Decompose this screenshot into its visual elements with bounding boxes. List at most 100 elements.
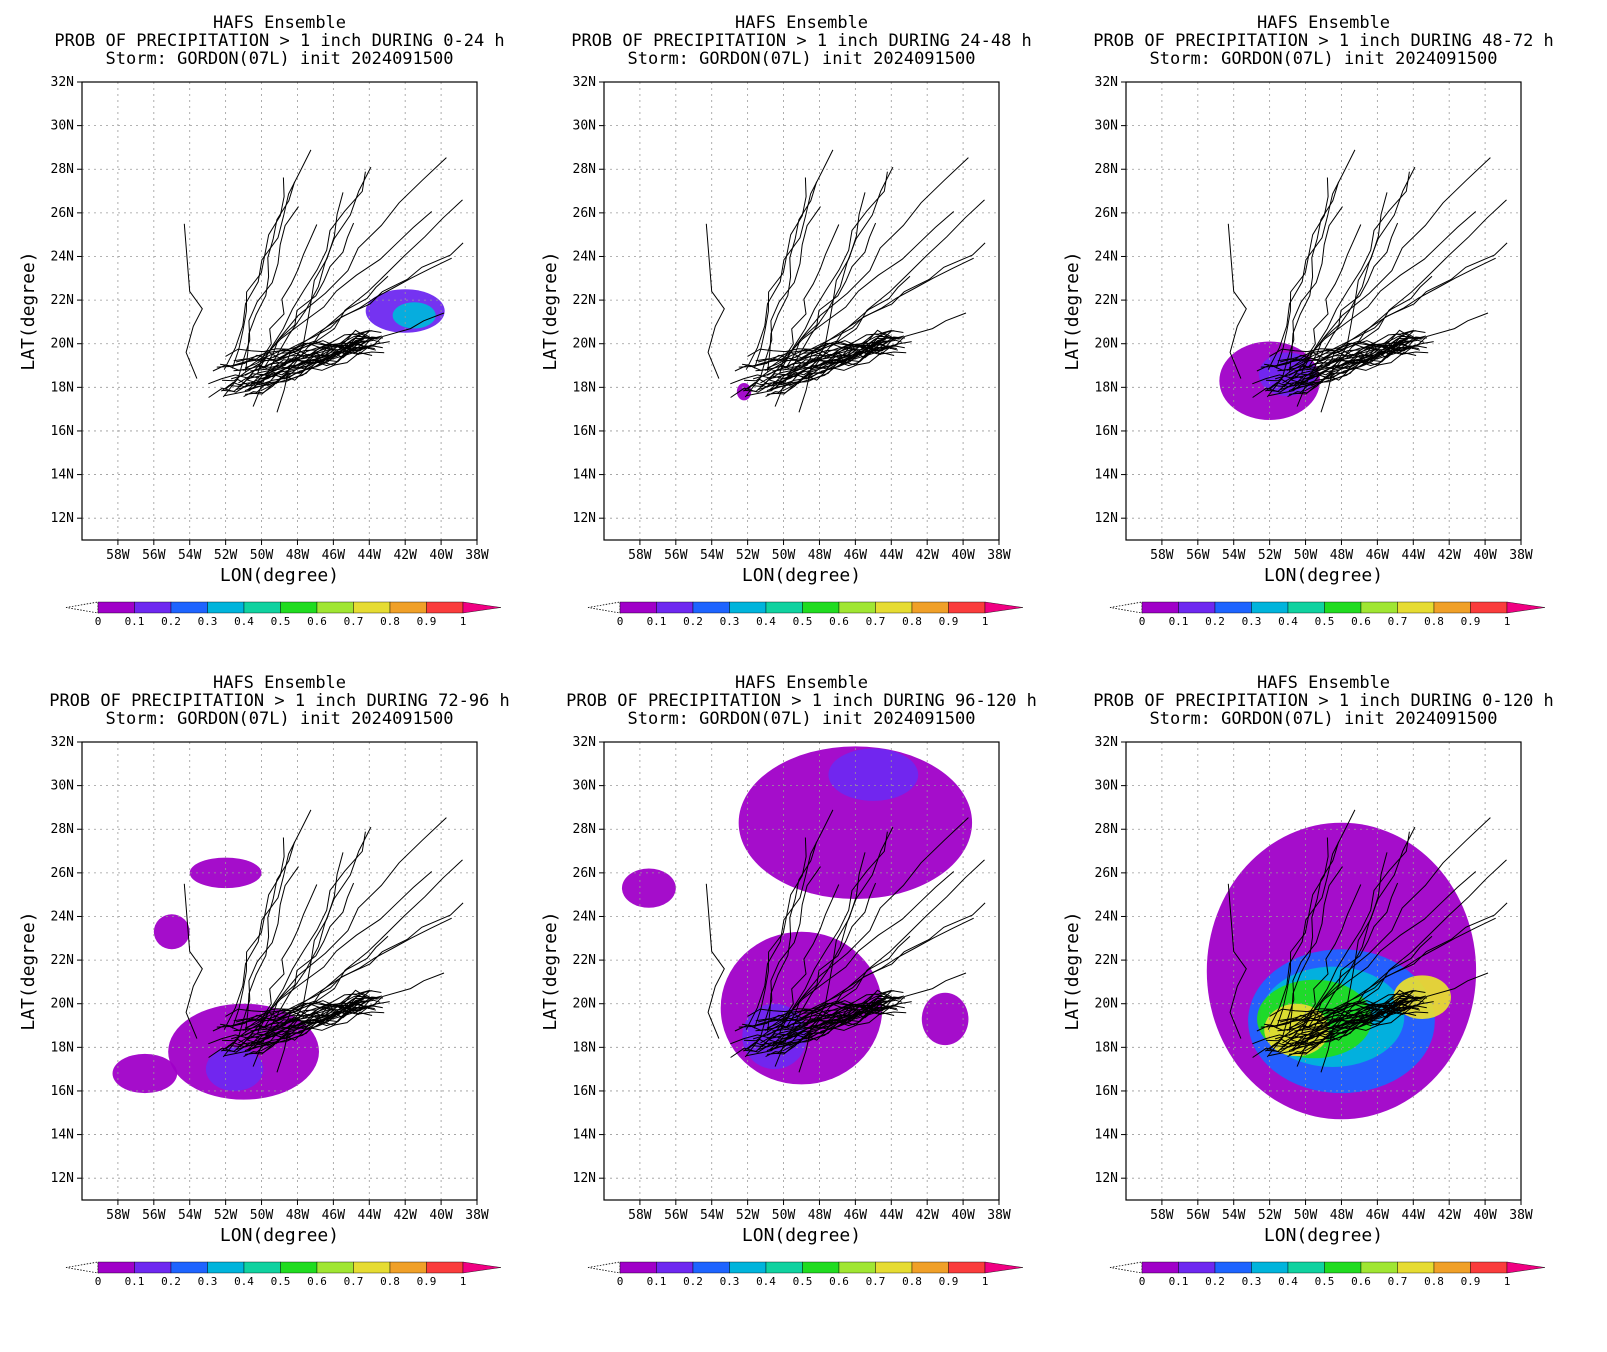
lat-tick-label: 26N <box>573 866 596 881</box>
lon-tick-label: 42W <box>1437 548 1461 563</box>
ensemble-track <box>779 884 840 1034</box>
colorbar-segment <box>729 601 767 614</box>
lon-tick-label: 46W <box>322 1208 346 1223</box>
ensemble-track <box>1287 211 1477 372</box>
lat-tick-label: 20N <box>1095 997 1118 1012</box>
x-axis-label: LON(degree) <box>1264 1225 1383 1246</box>
ensemble-track <box>760 996 902 1044</box>
lat-axis: 32N 30N 28N 26N 24N 22N 20N 18N 16N 14N 12N <box>51 75 82 526</box>
colorbar-segment <box>1360 601 1398 614</box>
lon-tick-label: 58W <box>628 1208 652 1223</box>
colorbar-tick-label: 0.1 <box>125 1275 145 1288</box>
lat-axis: 32N 30N 28N 26N 24N 22N 20N 18N 16N 14N 12N <box>1095 75 1126 526</box>
lat-axis: 32N 30N 28N 26N 24N 22N 20N 18N 16N 14N 12N <box>573 735 604 1186</box>
lat-tick-label: 24N <box>1095 909 1118 924</box>
lon-tick-label: 38W <box>987 548 1011 563</box>
ensemble-track <box>798 192 866 413</box>
ensemble-track <box>276 192 344 413</box>
colorbar-under-arrow <box>587 1261 621 1274</box>
colorbar-tick-label: 0.7 <box>344 1275 364 1288</box>
colorbar-segment <box>1287 601 1325 614</box>
colorbar-tick-label: 0.3 <box>1242 1275 1262 1288</box>
colorbar-segment <box>1433 1261 1471 1274</box>
lon-tick-label: 56W <box>1186 548 1210 563</box>
colorbar-segment <box>1178 1261 1216 1274</box>
colorbar-tick-label: 0.5 <box>1315 615 1335 628</box>
x-axis-label: LON(degree) <box>220 565 339 586</box>
colorbar-segment <box>207 1261 245 1274</box>
ensemble-track <box>779 224 840 374</box>
lat-axis: 32N 30N 28N 26N 24N 22N 20N 18N 16N 14N 12N <box>51 735 82 1186</box>
gridlines <box>82 82 477 540</box>
ensemble-track <box>242 817 447 1045</box>
lon-tick-label: 52W <box>1258 548 1282 563</box>
colorbar-segment <box>1470 1261 1508 1274</box>
storm-line: Storm: GORDON(07L) init 2024091500 <box>1150 49 1498 69</box>
ensemble-track <box>257 884 318 1034</box>
colorbar-tick-label: 0.6 <box>1351 615 1371 628</box>
ensemble-track <box>744 866 821 1058</box>
colorbar-segment <box>389 601 427 614</box>
lon-tick-label: 54W <box>1222 548 1246 563</box>
colorbar-tick-label: 0.4 <box>756 615 776 628</box>
colorbar-segment <box>316 1261 354 1274</box>
colorbar-segment <box>316 601 354 614</box>
ensemble-track <box>1266 866 1343 1058</box>
precip-prob-region <box>621 868 676 908</box>
lon-tick-label: 48W <box>808 548 832 563</box>
ensemble-track <box>1296 166 1416 407</box>
lon-axis: 58W 56W 54W 52W 50W 48W 46W 44W 42W 40W 38W <box>106 1200 489 1223</box>
ensemble-track <box>1227 223 1247 379</box>
lon-tick-label: 56W <box>142 548 166 563</box>
lon-tick-label: 50W <box>772 1208 796 1223</box>
lon-tick-label: 52W <box>1258 1208 1282 1223</box>
lat-tick-label: 14N <box>1095 468 1118 483</box>
colorbar-segment <box>1287 1261 1325 1274</box>
colorbar-segment <box>426 1261 464 1274</box>
colorbar-tick-label: 0.8 <box>902 615 922 628</box>
ensemble-track <box>772 336 905 372</box>
lat-tick-label: 18N <box>1095 380 1118 395</box>
lon-tick-label: 54W <box>700 548 724 563</box>
colorbar-tick-label: 0.4 <box>234 615 254 628</box>
colorbar-tick-label: 0.3 <box>198 1275 218 1288</box>
ensemble-track <box>785 222 877 369</box>
lat-tick-label: 20N <box>51 337 74 352</box>
colorbar-tick-label: 0.2 <box>683 1275 703 1288</box>
lat-tick-label: 28N <box>573 162 596 177</box>
ensemble-track <box>276 852 344 1073</box>
lat-tick-label: 32N <box>51 735 74 750</box>
colorbar-segment <box>1214 1261 1252 1274</box>
lat-tick-label: 14N <box>51 1128 74 1143</box>
lon-tick-label: 52W <box>736 548 760 563</box>
colorbar-over-arrow <box>984 601 1024 614</box>
lat-tick-label: 22N <box>573 953 596 968</box>
ensemble-track <box>263 882 355 1029</box>
colorbar-tick-label: 0.4 <box>234 1275 254 1288</box>
y-axis-label: LAT(degree) <box>540 251 561 370</box>
colorbar: 0 0.1 0.2 0.3 0.4 0.5 0.6 0.7 0.8 0.9 1 <box>587 601 1024 628</box>
colorbar-tick-label: 0 <box>617 615 624 628</box>
ensemble-track <box>774 826 894 1067</box>
ensemble-track <box>774 166 894 407</box>
ensemble-track <box>753 177 807 369</box>
lat-tick-label: 26N <box>51 866 74 881</box>
colorbar-segment <box>838 601 876 614</box>
lat-tick-label: 12N <box>573 1171 596 1186</box>
ensemble-tracks <box>705 149 986 413</box>
ensemble-track <box>781 171 888 369</box>
ensemble-track <box>270 242 464 366</box>
colorbar-over-arrow <box>462 1261 502 1274</box>
lon-tick-label: 46W <box>1366 548 1390 563</box>
lon-tick-label: 54W <box>1222 1208 1246 1223</box>
lon-tick-label: 40W <box>1473 548 1497 563</box>
lon-tick-label: 38W <box>987 1208 1011 1223</box>
ensemble-track <box>745 809 834 1030</box>
ensemble-track <box>1287 871 1477 1032</box>
y-axis-label: LAT(degree) <box>18 911 39 1030</box>
precip-prob-region <box>205 1047 264 1091</box>
lat-tick-label: 22N <box>573 293 596 308</box>
